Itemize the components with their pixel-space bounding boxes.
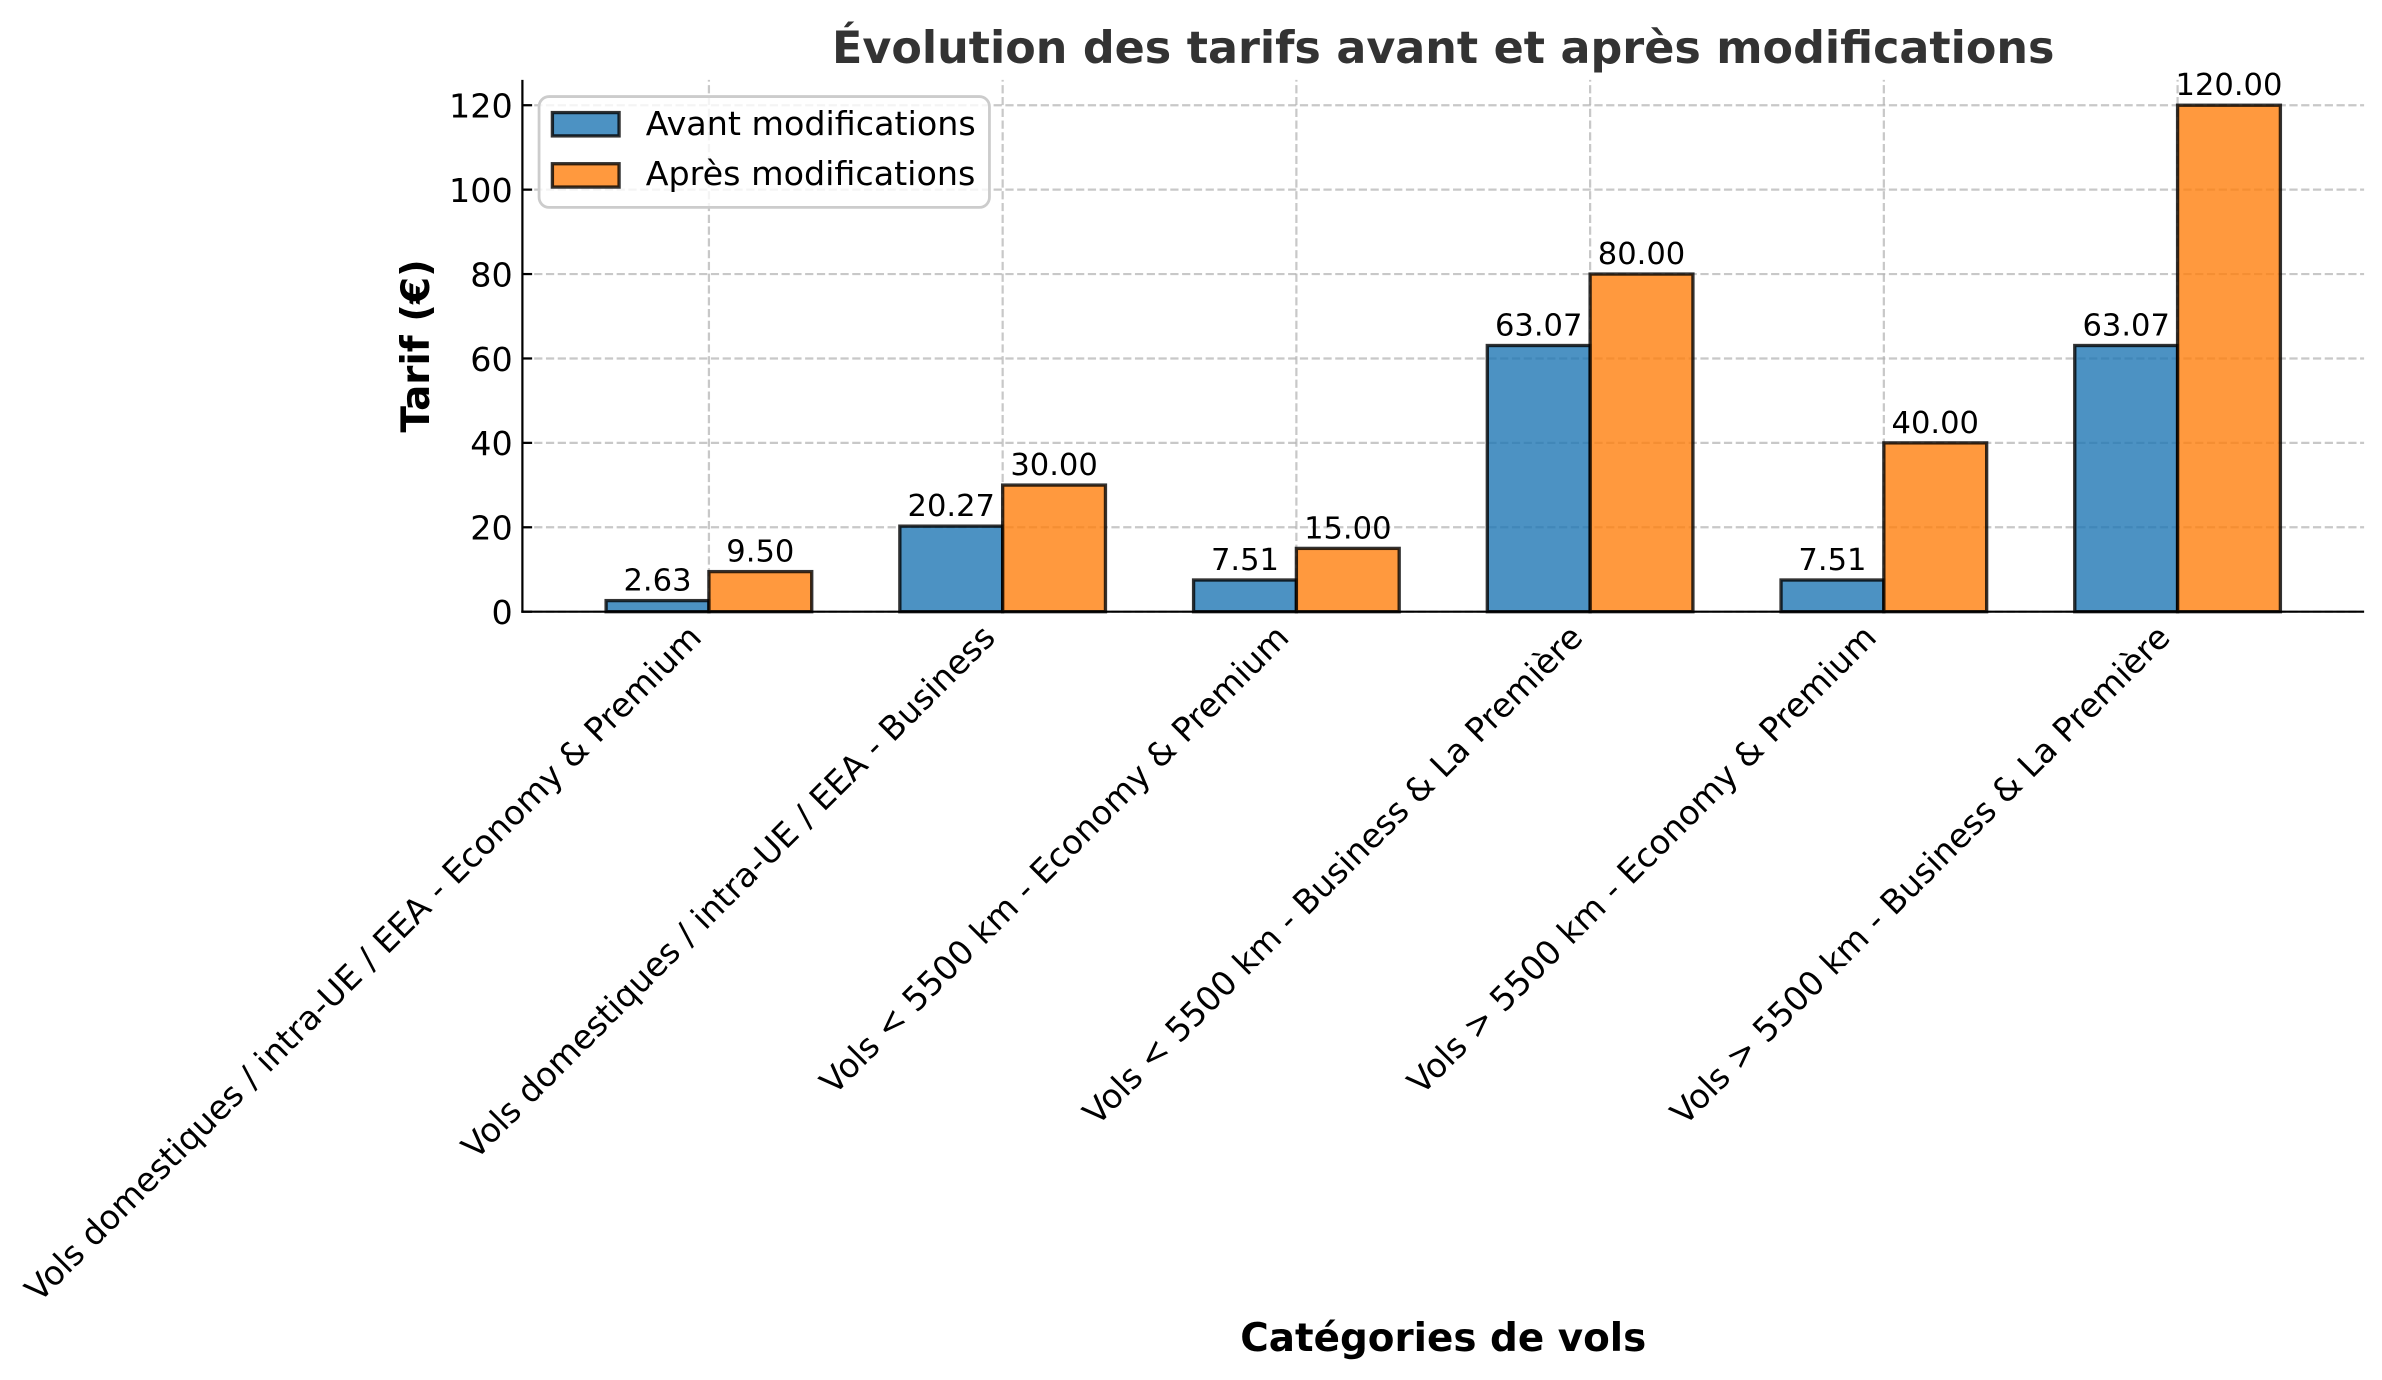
axes-layer [521, 79, 2365, 613]
bar-value-label: 9.50 [726, 535, 794, 570]
bar-apres [1882, 441, 1989, 614]
y-axis-label: Tarif (€) [394, 259, 439, 432]
value-label-layer: 2.63 20.27 7.51 63.07 7.51 63.07 9.50 30.00 15.0… [624, 68, 2283, 598]
bar-avant [1191, 578, 1299, 614]
y-tick-label: 20 [470, 509, 512, 548]
bar-avant [604, 598, 711, 614]
legend: Avant modifications Après modifications [537, 95, 991, 209]
bar-value-label: 2.63 [624, 564, 692, 599]
bar-value-label: 20.27 [908, 489, 995, 524]
bars-layer [604, 103, 2283, 614]
legend-label: Après modifications [646, 154, 976, 193]
bar-avant [2073, 343, 2180, 614]
bar-apres [707, 569, 814, 614]
bar-value-label: 80.00 [1598, 237, 1685, 272]
y-tick-label: 80 [470, 255, 512, 294]
y-tick-label: 0 [491, 593, 512, 632]
legend-swatch-apres [550, 162, 621, 189]
y-tick-label: 100 [449, 171, 513, 210]
bar-apres [2175, 103, 2283, 614]
bar-value-label: 120.00 [2176, 68, 2283, 103]
legend-swatch-avant [550, 110, 621, 138]
y-tick-label: 40 [470, 424, 512, 463]
bar-avant [1485, 343, 1592, 614]
bar-value-label: 30.00 [1010, 448, 1097, 483]
bar-value-label: 63.07 [1495, 309, 1582, 344]
y-tick-label: 120 [449, 87, 513, 126]
bar-value-label: 7.51 [1211, 543, 1279, 578]
x-axis-label: Catégories de vols [1240, 1316, 1646, 1361]
bar-apres [1588, 272, 1695, 614]
bar-avant [898, 524, 1005, 614]
y-tick-label: 60 [470, 340, 512, 379]
chart-title: Évolution des tarifs avant et après modi… [832, 21, 2054, 74]
bar-apres [1294, 546, 1401, 614]
bar-apres [1000, 483, 1108, 614]
legend-frame [537, 95, 991, 209]
bar-avant [1779, 578, 1886, 614]
bar-value-label: 63.07 [2082, 309, 2169, 344]
bar-value-label: 7.51 [1798, 543, 1866, 578]
bar-value-label: 15.00 [1304, 511, 1391, 546]
legend-label: Avant modifications [646, 104, 976, 143]
bar-value-label: 40.00 [1892, 406, 1979, 441]
